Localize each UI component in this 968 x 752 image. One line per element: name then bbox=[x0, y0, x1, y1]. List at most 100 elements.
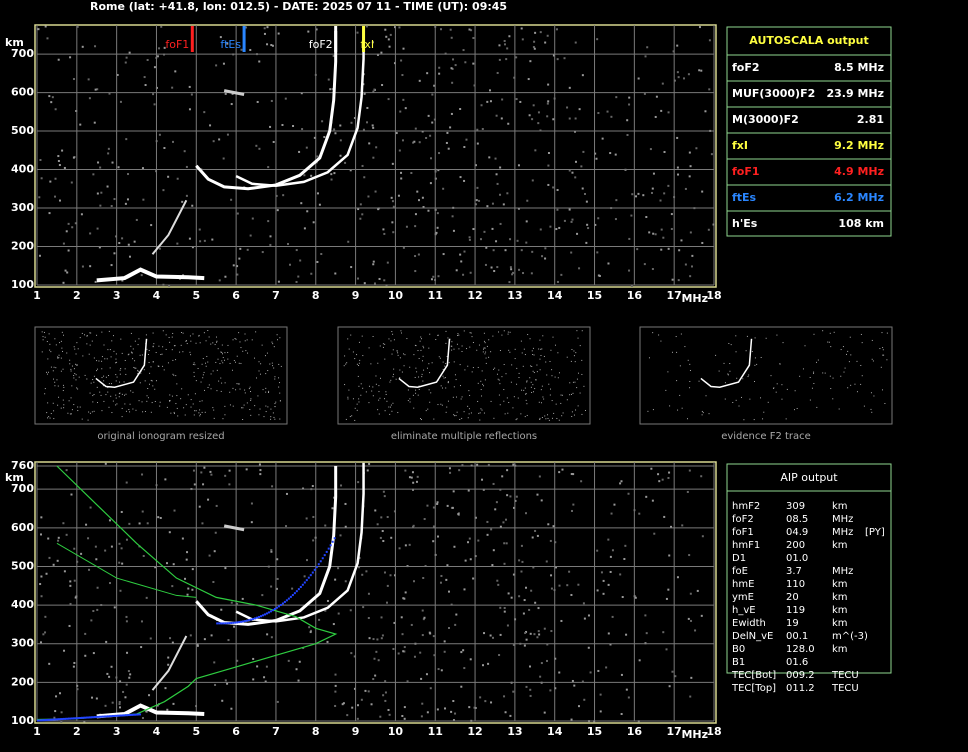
noise-dot bbox=[64, 269, 67, 272]
noise-dot bbox=[214, 344, 216, 346]
noise-dot bbox=[224, 414, 226, 416]
noise-dot bbox=[372, 336, 374, 338]
noise-dot bbox=[652, 332, 654, 334]
aip-point bbox=[299, 585, 302, 588]
noise-dot bbox=[119, 589, 122, 592]
noise-dot bbox=[224, 382, 226, 384]
noise-dot bbox=[392, 333, 394, 335]
noise-dot bbox=[222, 362, 224, 364]
noise-dot bbox=[451, 345, 453, 347]
noise-dot bbox=[544, 247, 547, 250]
noise-dot bbox=[525, 685, 528, 688]
noise-dot bbox=[210, 473, 213, 476]
noise-dot bbox=[360, 698, 363, 701]
noise-dot bbox=[670, 227, 673, 230]
noise-dot bbox=[192, 363, 194, 365]
aip-cell: TEC[Bot] bbox=[731, 670, 776, 681]
noise-dot bbox=[46, 373, 48, 375]
thumbnail-caption: evidence F2 trace bbox=[721, 431, 811, 442]
noise-dot bbox=[539, 358, 541, 360]
noise-dot bbox=[372, 386, 374, 388]
noise-dot bbox=[237, 383, 239, 385]
noise-dot bbox=[270, 416, 272, 418]
noise-dot bbox=[397, 194, 400, 197]
noise-dot bbox=[735, 335, 737, 337]
noise-dot bbox=[751, 351, 753, 353]
noise-dot bbox=[103, 400, 105, 402]
noise-dot bbox=[105, 640, 108, 643]
aip-point bbox=[37, 719, 40, 722]
noise-dot bbox=[249, 409, 251, 411]
noise-dot bbox=[838, 408, 840, 410]
noise-dot bbox=[124, 359, 126, 361]
noise-dot bbox=[540, 355, 542, 357]
noise-dot bbox=[383, 279, 386, 282]
noise-dot bbox=[152, 93, 155, 96]
noise-dot bbox=[80, 213, 83, 216]
noise-dot bbox=[543, 398, 545, 400]
noise-dot bbox=[141, 354, 143, 356]
noise-dot bbox=[229, 391, 231, 393]
noise-dot bbox=[75, 353, 77, 355]
noise-dot bbox=[886, 332, 888, 334]
noise-dot bbox=[258, 463, 261, 466]
noise-dot bbox=[389, 381, 391, 383]
noise-dot bbox=[813, 371, 815, 373]
noise-dot bbox=[347, 396, 349, 398]
noise-dot bbox=[372, 90, 375, 93]
noise-dot bbox=[356, 403, 358, 405]
noise-dot bbox=[504, 711, 507, 714]
noise-dot bbox=[679, 394, 681, 396]
noise-dot bbox=[770, 375, 772, 377]
noise-dot bbox=[342, 702, 345, 705]
noise-dot bbox=[53, 378, 55, 380]
param-value: 2.81 bbox=[857, 113, 884, 126]
noise-dot bbox=[512, 643, 515, 646]
noise-dot bbox=[658, 480, 661, 483]
noise-dot bbox=[477, 382, 479, 384]
noise-dot bbox=[111, 340, 113, 342]
noise-dot bbox=[220, 390, 222, 392]
noise-dot bbox=[412, 525, 415, 528]
noise-dot bbox=[871, 411, 873, 413]
noise-dot bbox=[373, 282, 376, 285]
noise-dot bbox=[442, 187, 445, 190]
noise-dot bbox=[243, 404, 245, 406]
noise-dot bbox=[113, 606, 116, 609]
noise-dot bbox=[372, 395, 374, 397]
noise-dot bbox=[132, 358, 134, 360]
noise-dot bbox=[88, 568, 91, 571]
noise-dot bbox=[96, 192, 99, 195]
noise-dot bbox=[649, 148, 652, 151]
noise-dot bbox=[437, 334, 439, 336]
noise-dot bbox=[128, 51, 131, 54]
noise-dot bbox=[334, 272, 337, 275]
noise-dot bbox=[239, 388, 241, 390]
noise-dot bbox=[688, 151, 691, 154]
noise-dot bbox=[54, 381, 56, 383]
noise-dot bbox=[378, 385, 380, 387]
noise-dot bbox=[388, 45, 391, 48]
y-tick-label: 100 bbox=[11, 278, 34, 291]
noise-dot bbox=[171, 336, 173, 338]
noise-dot bbox=[390, 536, 393, 539]
noise-dot bbox=[265, 665, 268, 668]
noise-dot bbox=[491, 564, 494, 567]
noise-dot bbox=[652, 409, 654, 411]
noise-dot bbox=[546, 34, 549, 37]
noise-dot bbox=[173, 411, 175, 413]
noise-dot bbox=[368, 402, 370, 404]
noise-dot bbox=[251, 217, 254, 220]
noise-dot bbox=[334, 132, 337, 135]
noise-dot bbox=[701, 414, 703, 416]
noise-dot bbox=[432, 540, 435, 543]
noise-dot bbox=[555, 566, 558, 569]
noise-dot bbox=[168, 336, 170, 338]
aip-cell: [PY] bbox=[865, 527, 885, 538]
noise-dot bbox=[529, 694, 532, 697]
noise-dot bbox=[368, 142, 371, 145]
noise-dot bbox=[418, 388, 420, 390]
aip-point bbox=[293, 592, 296, 595]
noise-dot bbox=[79, 337, 81, 339]
noise-dot bbox=[127, 243, 130, 246]
